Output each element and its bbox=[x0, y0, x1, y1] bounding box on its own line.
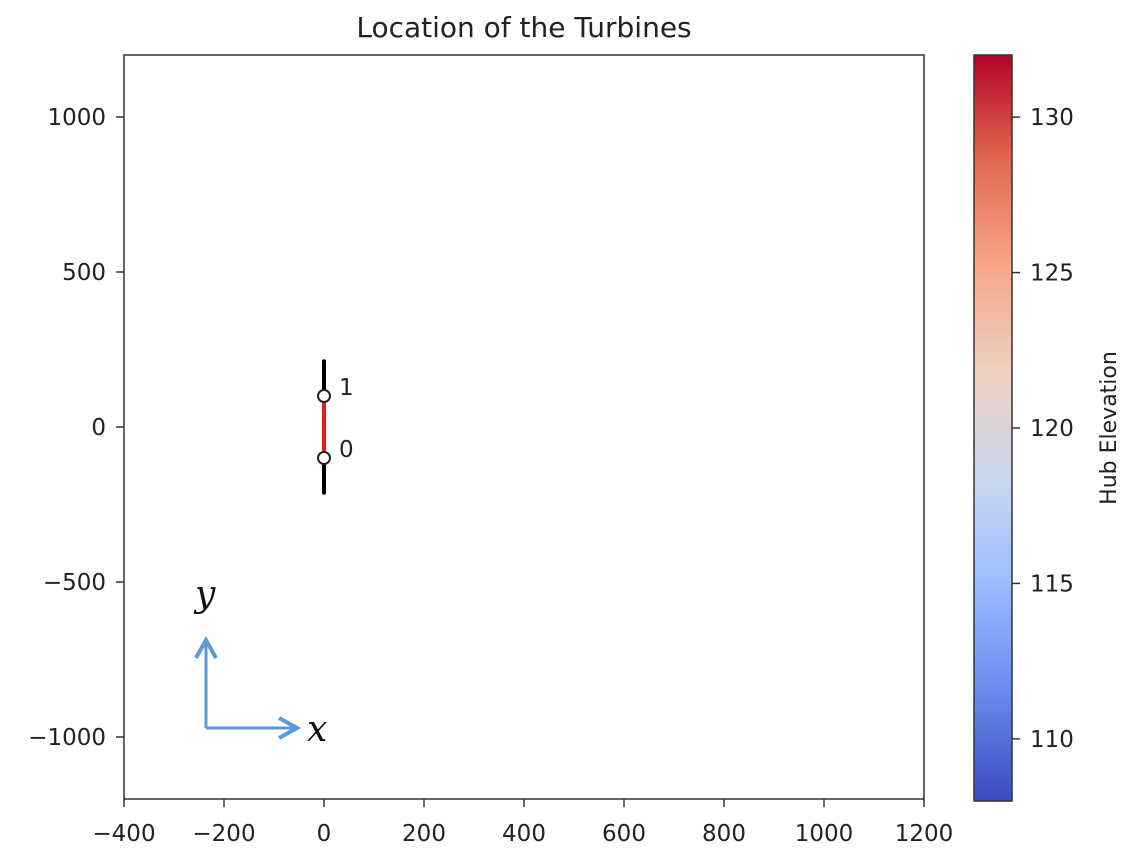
x-direction-symbol: x bbox=[307, 709, 327, 750]
turbine-layer: 01 bbox=[317, 359, 354, 495]
y-tick-label: 1000 bbox=[47, 105, 106, 131]
colorbar-tick-label: 115 bbox=[1030, 571, 1074, 597]
colorbar-tick-label: 120 bbox=[1030, 416, 1074, 442]
x-tick-label: 200 bbox=[402, 821, 446, 847]
x-axis: −400 −200 0 200 400 600 800 1000 1200 bbox=[92, 799, 953, 847]
y-tick-label: 500 bbox=[62, 260, 106, 286]
turbine-marker bbox=[317, 389, 331, 403]
colorbar: 110 115 120 125 130 Hub Elevation bbox=[973, 54, 1122, 802]
colorbar-label: Hub Elevation bbox=[1097, 351, 1122, 505]
colorbar-tick-label: 110 bbox=[1030, 727, 1074, 753]
colorbar-strip bbox=[973, 54, 1013, 802]
x-tick-label: 400 bbox=[502, 821, 546, 847]
turbine-label: 1 bbox=[339, 375, 354, 401]
axis-orientation-indicator: y x bbox=[193, 574, 327, 750]
y-direction-symbol: y bbox=[193, 574, 216, 615]
colorbar-tick-label: 125 bbox=[1030, 261, 1074, 287]
x-tick-label: −200 bbox=[192, 821, 255, 847]
x-tick-label: 0 bbox=[317, 821, 332, 847]
colorbar-tick-label: 130 bbox=[1030, 105, 1074, 131]
plot-area bbox=[123, 54, 925, 800]
turbine-label: 0 bbox=[339, 437, 354, 463]
x-tick-label: 1000 bbox=[795, 821, 854, 847]
x-tick-label: −400 bbox=[92, 821, 155, 847]
colorbar-ticks: 110 115 120 125 130 bbox=[1012, 105, 1074, 753]
x-tick-label: 800 bbox=[702, 821, 746, 847]
y-tick-label: −1000 bbox=[28, 725, 106, 751]
turbine-marker bbox=[317, 451, 331, 465]
y-axis: −1000 −500 0 500 1000 bbox=[28, 105, 124, 751]
y-tick-label: −500 bbox=[43, 570, 106, 596]
chart-title: Location of the Turbines bbox=[356, 11, 691, 44]
x-tick-label: 600 bbox=[602, 821, 646, 847]
x-tick-label: 1200 bbox=[895, 821, 954, 847]
y-tick-label: 0 bbox=[91, 415, 106, 441]
